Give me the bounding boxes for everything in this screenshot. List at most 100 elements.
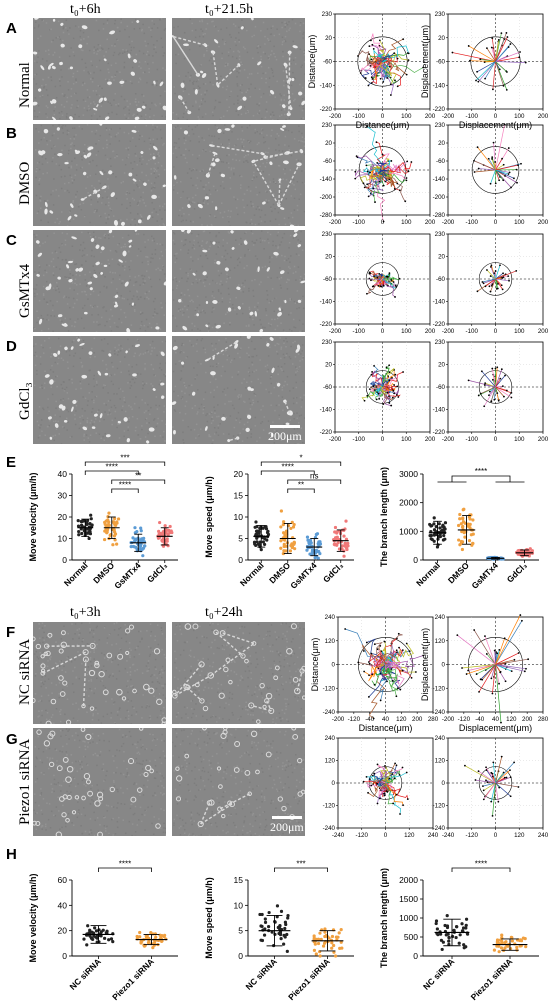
y-tick-label: -60	[436, 276, 446, 283]
mean-circle	[468, 637, 523, 692]
x-tick-label: Piezo1 siRNA	[469, 956, 515, 1002]
trajectory-endpoint	[368, 662, 371, 665]
trajectory-endpoint	[388, 178, 391, 181]
trajectory-endpoint	[362, 182, 365, 185]
trajectory-endpoint	[401, 669, 404, 672]
trajectory-endpoint	[389, 94, 392, 96]
trajectory-path	[381, 278, 387, 286]
data-point	[340, 946, 344, 950]
data-point	[113, 530, 117, 534]
displacement-endpoint	[493, 398, 496, 401]
displacement-endpoint	[473, 159, 475, 162]
displacement-endpoint	[477, 80, 480, 83]
data-point	[461, 926, 466, 930]
x-tick-label: -40	[475, 716, 485, 723]
displacement-endpoint	[515, 168, 518, 171]
displacement-vector	[490, 386, 496, 402]
x-tick-label: 0	[381, 436, 385, 443]
trajectory-endpoint	[390, 160, 393, 162]
significance-label: ***	[120, 454, 129, 463]
data-point	[518, 938, 522, 943]
displacement-endpoint	[509, 776, 512, 779]
x-tick-label: 200	[538, 219, 549, 226]
y-tick-label: -60	[323, 384, 333, 391]
displacement-endpoint	[484, 285, 487, 288]
trajectory-endpoint	[382, 284, 385, 287]
data-point	[434, 525, 438, 529]
x-tick-label: 120	[506, 716, 517, 723]
data-point	[305, 548, 309, 552]
trajectory-endpoint	[386, 680, 388, 683]
trajectory-endpoint	[406, 798, 409, 800]
data-point	[256, 542, 261, 546]
x-tick-label: 240	[428, 832, 439, 839]
data-point	[436, 543, 440, 547]
displacement-endpoint	[524, 61, 527, 64]
trajectory-endpoint	[365, 641, 368, 644]
data-point	[518, 944, 522, 948]
y-tick-label: 10	[58, 534, 68, 544]
y-axis-label: Distance(μm)	[307, 35, 317, 89]
data-point	[434, 919, 439, 923]
x-tick-label: 200	[425, 328, 436, 335]
trajectory-path	[370, 33, 384, 62]
trajectory-endpoint	[370, 373, 373, 376]
displacement-endpoint	[489, 182, 492, 185]
displacement-vector	[495, 61, 504, 86]
micrograph-piezo1-early	[33, 728, 166, 836]
trajectory-path	[354, 165, 383, 177]
y-tick-label: -60	[436, 384, 446, 391]
displacement-endpoint	[506, 36, 509, 38]
data-point	[106, 522, 111, 527]
displacement-endpoint	[496, 392, 499, 395]
data-point	[445, 924, 450, 928]
time-label-1: t₀+6h	[70, 2, 101, 17]
trajectory-endpoint	[370, 784, 373, 787]
trajectory-endpoint	[366, 183, 369, 186]
displacement-vector	[495, 664, 512, 672]
data-point	[463, 521, 467, 525]
trajectory-endpoint	[386, 77, 389, 79]
chart-h-velocity: 0 20 40 60 Move velocity (μm/h) NC siRNA Piezo…	[24, 858, 184, 1002]
data-point	[105, 531, 109, 535]
y-tick-label: 30	[58, 491, 68, 501]
x-tick-label: 40	[492, 716, 499, 723]
data-point	[267, 910, 271, 915]
trajectory-endpoint	[365, 776, 368, 778]
trajectory-distance-dmso: -200 -100 0 100 200 230 20 -60 -140 -200 -280	[320, 122, 436, 226]
x-tick-label: -120	[356, 832, 369, 839]
trajectory-endpoint	[384, 764, 386, 767]
significance-label: ****	[475, 860, 487, 869]
data-point	[455, 925, 459, 929]
data-point	[316, 556, 320, 560]
trajectory-endpoint	[422, 66, 425, 69]
significance-bracket	[98, 867, 152, 872]
displacement-vector	[495, 385, 503, 388]
y-tick-label: 20	[325, 35, 332, 42]
data-point	[323, 930, 327, 934]
data-point	[316, 941, 321, 946]
displacement-endpoint	[483, 384, 486, 386]
data-point	[441, 538, 446, 542]
data-point	[463, 535, 467, 539]
data-point	[440, 947, 444, 952]
displacement-vector	[495, 169, 515, 179]
micrograph-gsmtx4-late	[172, 230, 305, 332]
x-tick-label: 200	[425, 219, 436, 226]
trajectory-endpoint	[384, 180, 387, 183]
data-point	[102, 537, 107, 542]
data-point	[435, 927, 439, 931]
trajectory-endpoint	[377, 392, 380, 395]
y-tick-label: -280	[433, 212, 446, 219]
displacement-vector	[495, 278, 498, 289]
data-point	[273, 920, 277, 924]
y-tick-label: 240	[435, 735, 446, 742]
displacement-endpoint	[476, 146, 479, 149]
displacement-vector	[494, 650, 496, 665]
y-tick-label: -120	[433, 685, 446, 692]
displacement-endpoint	[482, 785, 484, 788]
trajectory-endpoint	[367, 195, 370, 198]
trajectory-endpoint	[376, 763, 379, 766]
displacement-endpoint	[502, 163, 505, 166]
data-point	[139, 526, 143, 530]
